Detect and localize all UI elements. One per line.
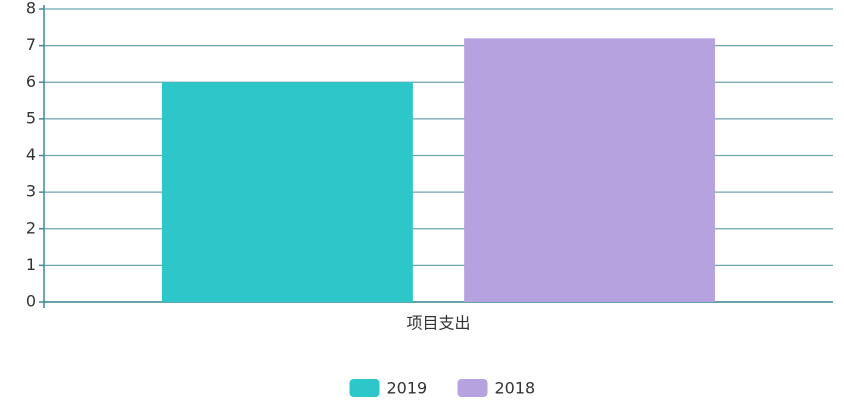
legend-label: 2018 <box>495 379 536 398</box>
bar <box>464 38 716 303</box>
y-tick-label: 0 <box>26 292 36 311</box>
y-tick-label: 5 <box>26 108 36 127</box>
y-tick-label: 2 <box>26 218 36 237</box>
y-tick-label: 1 <box>26 255 36 274</box>
y-tick-label: 8 <box>26 0 36 18</box>
legend-label: 2019 <box>387 379 428 398</box>
y-tick-label: 4 <box>26 145 36 164</box>
x-tick-label: 项目支出 <box>406 314 470 333</box>
y-tick-label: 7 <box>26 35 36 54</box>
legend-swatch <box>349 379 380 397</box>
y-tick-label: 6 <box>26 72 36 91</box>
bar <box>161 82 413 302</box>
y-tick-label: 3 <box>26 182 36 201</box>
legend-swatch <box>457 379 488 397</box>
